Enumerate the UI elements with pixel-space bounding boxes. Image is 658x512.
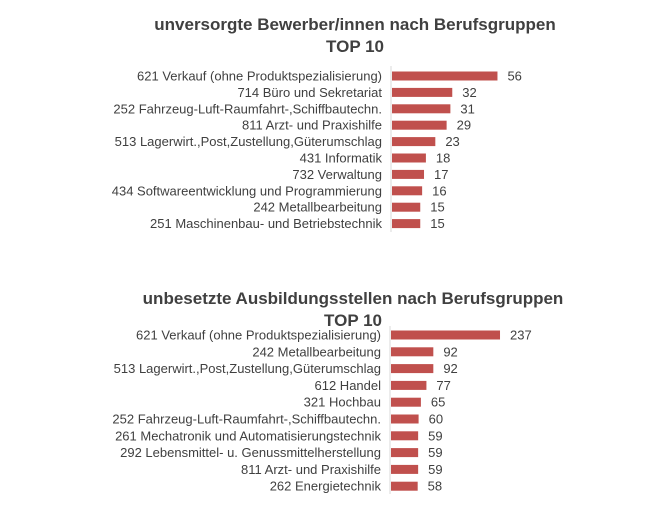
bar — [391, 431, 419, 441]
value-label: 16 — [432, 183, 446, 198]
bar — [391, 347, 434, 357]
value-label: 65 — [431, 395, 445, 410]
value-label: 32 — [462, 85, 476, 100]
category-label: 714 Büro und Sekretariat — [237, 85, 382, 100]
bar — [391, 448, 419, 458]
bar — [391, 414, 419, 424]
value-label: 31 — [460, 101, 474, 116]
bar — [391, 380, 427, 390]
value-label: 59 — [428, 462, 442, 477]
chart-subtitle: TOP 10 — [324, 311, 382, 330]
category-label: 261 Mechatronik und Automatisierungstech… — [115, 428, 381, 443]
category-label: 811 Arzt- und Praxishilfe — [241, 462, 381, 477]
category-label: 251 Maschinenbau- und Betriebstechnik — [150, 216, 382, 231]
value-label: 17 — [434, 167, 448, 182]
value-label: 92 — [443, 344, 457, 359]
value-label: 56 — [507, 69, 521, 84]
category-label: 321 Hochbau — [304, 395, 381, 410]
bar — [392, 202, 421, 212]
value-label: 77 — [436, 378, 450, 393]
category-label: 513 Lagerwirt.,Post,Zustellung,Güterumsc… — [114, 361, 381, 376]
bar — [392, 137, 436, 147]
value-label: 92 — [443, 361, 457, 376]
bar — [392, 186, 423, 196]
value-label: 15 — [430, 216, 444, 231]
category-label: 732 Verwaltung — [292, 167, 382, 182]
chart-svg-1: unversorgte Bewerber/innen nach Berufsgr… — [112, 15, 556, 232]
value-label: 237 — [510, 328, 532, 343]
category-label: 262 Energietechnik — [270, 479, 382, 494]
category-label: 252 Fahrzeug-Luft-Raumfahrt-,Schiffbaute… — [113, 101, 382, 116]
category-label: 242 Metallbearbeitung — [252, 344, 381, 359]
bar — [392, 104, 451, 114]
category-label: 292 Lebensmittel- u. Genussmittelherstel… — [120, 445, 381, 460]
category-label: 434 Softwareentwicklung und Programmieru… — [112, 183, 382, 198]
bar — [391, 364, 434, 374]
category-label: 811 Arzt- und Praxishilfe — [242, 118, 382, 133]
bar — [392, 153, 426, 163]
bar — [392, 71, 498, 81]
value-label: 15 — [430, 200, 444, 215]
value-label: 18 — [436, 151, 450, 166]
category-label: 513 Lagerwirt.,Post,Zustellung,Güterumsc… — [115, 134, 382, 149]
category-label: 242 Metallbearbeitung — [253, 200, 382, 215]
bar — [392, 169, 425, 179]
bar — [391, 330, 501, 340]
category-label: 431 Informatik — [300, 151, 383, 166]
value-label: 59 — [428, 428, 442, 443]
bar — [391, 481, 418, 491]
bar — [392, 219, 421, 229]
value-label: 58 — [428, 479, 442, 494]
value-label: 60 — [429, 412, 443, 427]
category-label: 621 Verkauf (ohne Produktspezialisierung… — [137, 69, 382, 84]
chart-title: unversorgte Bewerber/innen nach Berufsgr… — [154, 15, 555, 34]
chart-title: unbesetzte Ausbildungsstellen nach Beruf… — [143, 289, 564, 308]
bar — [391, 464, 419, 474]
category-label: 252 Fahrzeug-Luft-Raumfahrt-,Schiffbaute… — [112, 412, 381, 427]
chart-subtitle: TOP 10 — [326, 37, 384, 56]
bar-group: 621 Verkauf (ohne Produktspezialisierung… — [112, 69, 522, 232]
bar — [392, 120, 447, 130]
chart-unbesetzte-ausbildungsstellen: unbesetzte Ausbildungsstellen nach Beruf… — [0, 278, 658, 512]
bar — [391, 397, 421, 407]
category-label: 621 Verkauf (ohne Produktspezialisierung… — [136, 328, 381, 343]
bar-group: 621 Verkauf (ohne Produktspezialisierung… — [112, 328, 531, 494]
value-label: 59 — [428, 445, 442, 460]
bar — [392, 87, 453, 97]
value-label: 29 — [457, 118, 471, 133]
value-label: 23 — [445, 134, 459, 149]
chart-svg-2: unbesetzte Ausbildungsstellen nach Beruf… — [112, 289, 564, 494]
chart-unversorgte-bewerber: unversorgte Bewerber/innen nach Berufsgr… — [0, 0, 658, 250]
category-label: 612 Handel — [315, 378, 382, 393]
